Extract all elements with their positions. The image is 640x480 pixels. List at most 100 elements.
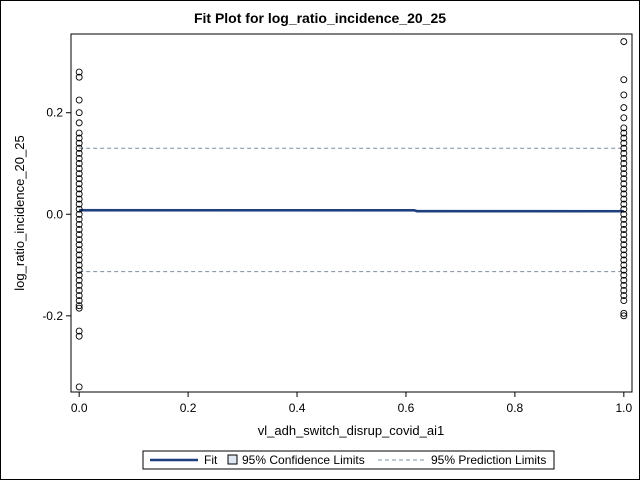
legend-pi-label: 95% Prediction Limits xyxy=(431,453,546,467)
scatter-point xyxy=(75,304,83,312)
scatter-point xyxy=(75,144,83,152)
scatter-point xyxy=(75,266,83,274)
scatter-point xyxy=(620,286,628,294)
scatter-point xyxy=(75,297,83,305)
y-tick-label: 0.0 xyxy=(46,207,63,221)
scatter-point xyxy=(620,180,628,188)
scatter-point xyxy=(620,266,628,274)
scatter-point xyxy=(75,149,83,157)
x-tick-label: 0.6 xyxy=(398,401,415,415)
y-tick-label: -0.2 xyxy=(42,309,63,323)
scatter-point xyxy=(620,124,628,132)
scatter-point xyxy=(75,332,83,340)
scatter-point xyxy=(620,210,628,218)
scatter-point xyxy=(75,302,83,310)
scatter-point xyxy=(620,215,628,223)
scatter-point xyxy=(620,256,628,264)
x-tick-label: 0.8 xyxy=(507,401,524,415)
scatter-point xyxy=(620,236,628,244)
scatter-point xyxy=(75,286,83,294)
scatter-point xyxy=(75,215,83,223)
scatter-point xyxy=(75,96,83,104)
scatter-point xyxy=(75,246,83,254)
scatter-point xyxy=(620,220,628,228)
scatter-point xyxy=(75,241,83,249)
scatter-point xyxy=(75,236,83,244)
scatter-point xyxy=(75,134,83,142)
scatter-point xyxy=(75,185,83,193)
scatter-point xyxy=(75,180,83,188)
scatter-point xyxy=(75,220,83,228)
axes-layer: 0.0 0.2 0.4 0.6 0.8 1.0 -0.2 0.0 0.2 xyxy=(42,106,632,415)
scatter-point xyxy=(75,190,83,198)
scatter-point xyxy=(620,185,628,193)
scatter-point xyxy=(75,327,83,335)
x-tick-label: 0.4 xyxy=(289,401,306,415)
scatter-point xyxy=(75,73,83,81)
x-tick-label: 1.0 xyxy=(615,401,632,415)
scatter-point xyxy=(620,114,628,122)
scatter-point xyxy=(620,195,628,203)
scatter-point xyxy=(75,210,83,218)
x-tick-label: 0.0 xyxy=(71,401,88,415)
scatter-point xyxy=(620,134,628,142)
scatter-point xyxy=(620,271,628,279)
scatter-point xyxy=(620,190,628,198)
scatter-point xyxy=(620,312,628,320)
legend-fit-label: Fit xyxy=(204,453,218,467)
scatter-point xyxy=(620,154,628,162)
scatter-point xyxy=(620,241,628,249)
scatter-point xyxy=(620,205,628,213)
scatter-point xyxy=(620,261,628,269)
scatter-point xyxy=(620,231,628,239)
y-tick-label: 0.2 xyxy=(46,106,63,120)
scatter-point xyxy=(75,226,83,233)
scatter-point xyxy=(75,160,83,167)
scatter-point xyxy=(75,276,83,284)
fit-line xyxy=(79,208,624,213)
scatter-point xyxy=(75,200,83,208)
scatter-point xyxy=(620,104,628,112)
legend-box xyxy=(142,450,555,470)
scatter-point xyxy=(75,109,83,117)
scatter-point xyxy=(620,251,628,259)
x-axis-label: vl_adh_switch_disrup_covid_ai1 xyxy=(258,423,444,438)
scatter-point xyxy=(75,251,83,259)
scatter-point xyxy=(620,246,628,254)
legend-ci-label: 95% Confidence Limits xyxy=(242,453,365,467)
y-axis-label: log_ratio_incidence_20_25 xyxy=(12,135,27,290)
fit-line-layer xyxy=(79,208,624,213)
x-tick-label: 0.2 xyxy=(180,401,197,415)
legend: Fit 95% Confidence Limits 95% Prediction… xyxy=(142,450,555,470)
scatter-point xyxy=(620,297,628,305)
scatter-point xyxy=(75,261,83,269)
scatter-point xyxy=(620,139,628,147)
chart-title: Fit Plot for log_ratio_incidence_20_25 xyxy=(193,10,447,26)
scatter-point xyxy=(620,144,628,152)
scatter-point xyxy=(75,119,83,127)
scatter-point xyxy=(620,281,628,289)
scatter-point xyxy=(75,292,83,299)
scatter-point xyxy=(75,68,83,76)
scatter-point xyxy=(620,38,628,46)
scatter-point xyxy=(75,175,83,183)
scatter-points-layer xyxy=(75,38,628,391)
scatter-point xyxy=(620,226,628,233)
scatter-point xyxy=(620,200,628,208)
scatter-point xyxy=(75,154,83,162)
scatter-point xyxy=(75,165,83,173)
scatter-point xyxy=(75,383,83,391)
scatter-point xyxy=(75,205,83,213)
scatter-point xyxy=(620,91,628,99)
scatter-point xyxy=(75,231,83,239)
scatter-point xyxy=(620,165,628,173)
scatter-point xyxy=(620,276,628,284)
scatter-point xyxy=(75,195,83,203)
scatter-point xyxy=(620,170,628,178)
scatter-point xyxy=(75,170,83,178)
scatter-point xyxy=(75,129,83,137)
legend-ci-swatch xyxy=(227,454,238,465)
scatter-point xyxy=(620,292,628,299)
scatter-point xyxy=(75,271,83,279)
